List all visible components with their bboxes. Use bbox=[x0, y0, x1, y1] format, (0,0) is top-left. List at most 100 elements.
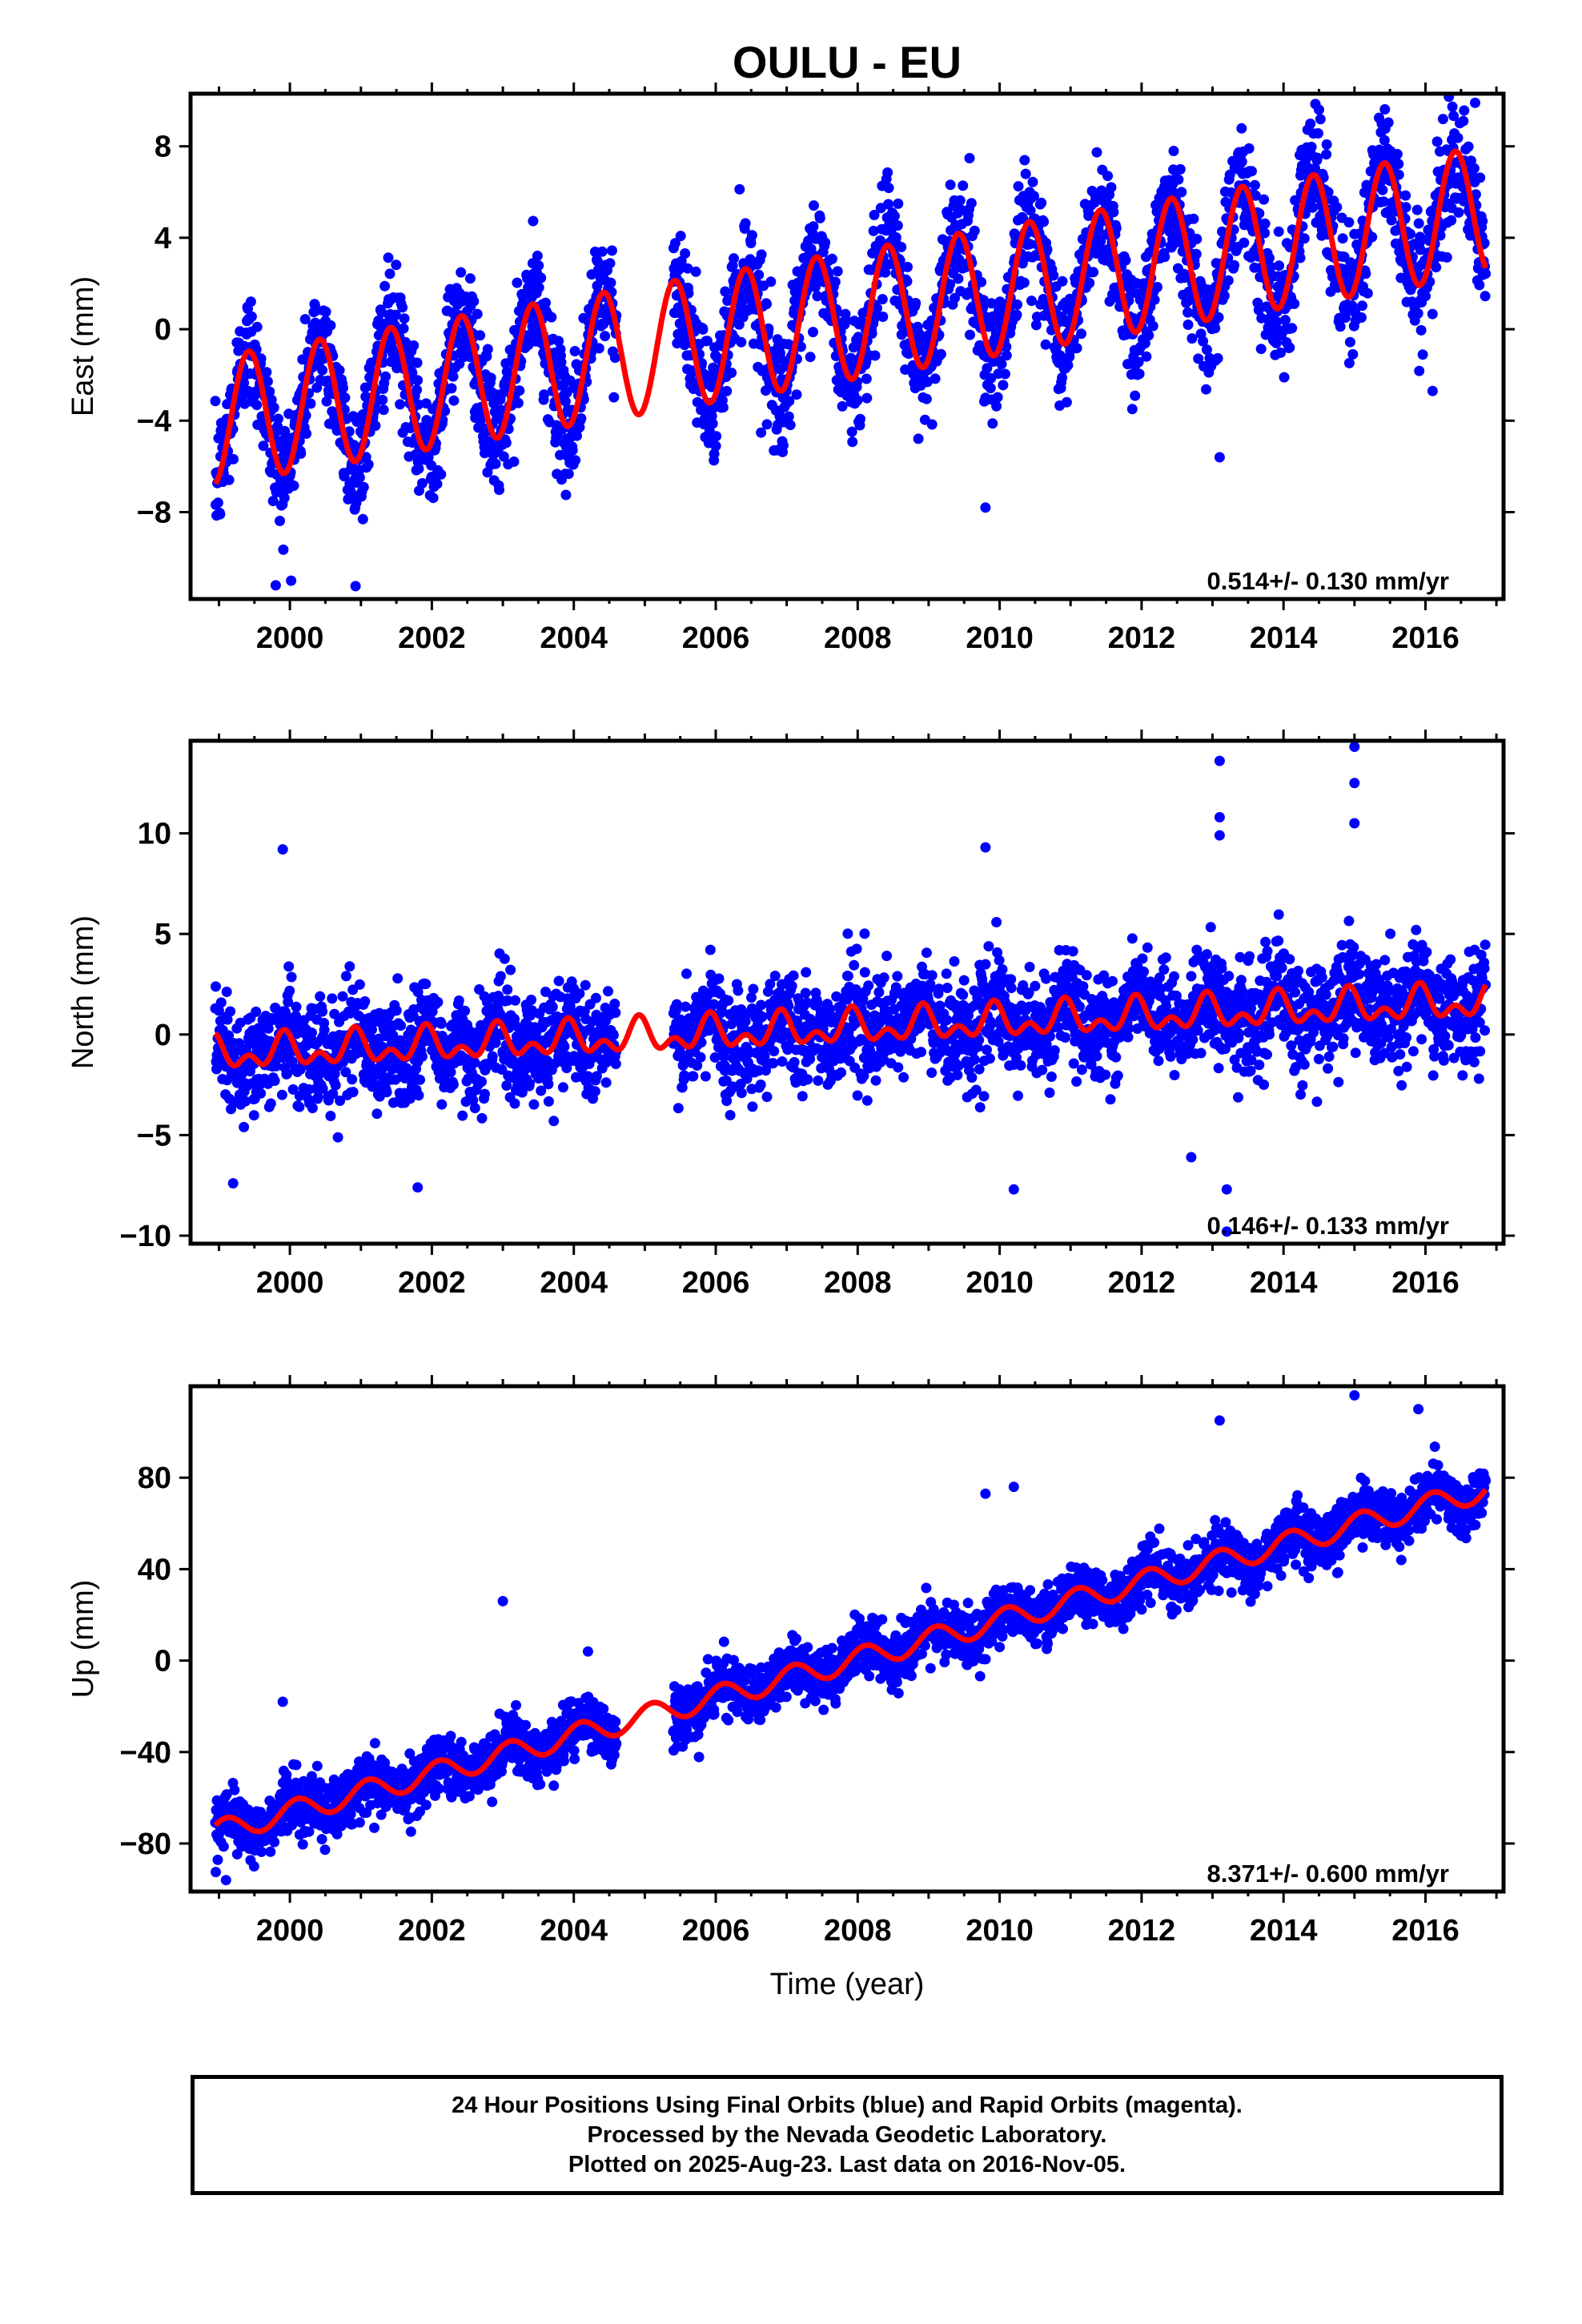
data-point bbox=[476, 1112, 488, 1124]
data-point bbox=[1012, 299, 1022, 310]
data-point bbox=[829, 276, 841, 287]
data-point bbox=[334, 364, 345, 376]
data-point bbox=[338, 382, 348, 393]
data-point bbox=[413, 1090, 424, 1101]
data-point bbox=[736, 1088, 747, 1099]
data-point bbox=[516, 1087, 528, 1098]
data-point bbox=[1255, 344, 1267, 355]
data-point bbox=[332, 1132, 343, 1143]
data-point bbox=[788, 970, 799, 981]
data-point bbox=[261, 367, 272, 378]
data-point bbox=[966, 198, 977, 209]
data-point bbox=[1110, 223, 1122, 234]
data-point bbox=[344, 961, 355, 972]
data-point bbox=[496, 388, 507, 400]
data-point bbox=[347, 1074, 358, 1085]
data-point bbox=[721, 1096, 733, 1107]
data-point bbox=[740, 218, 751, 229]
data-point bbox=[802, 1074, 813, 1085]
data-point bbox=[930, 373, 941, 384]
data-point bbox=[1437, 114, 1448, 125]
data-point bbox=[479, 1088, 490, 1100]
data-point bbox=[1393, 169, 1404, 180]
data-point bbox=[380, 371, 391, 382]
data-point bbox=[680, 248, 691, 259]
data-point bbox=[327, 993, 338, 1004]
data-point bbox=[436, 1099, 448, 1110]
x-tick-label: 2002 bbox=[398, 621, 466, 655]
data-point bbox=[485, 372, 496, 384]
data-point bbox=[1143, 330, 1154, 341]
data-point bbox=[1311, 152, 1323, 163]
data-point bbox=[268, 402, 279, 413]
data-point bbox=[378, 404, 389, 416]
data-point bbox=[1413, 218, 1424, 229]
data-point bbox=[472, 308, 483, 320]
data-point bbox=[892, 971, 903, 982]
data-point bbox=[949, 956, 960, 967]
data-point bbox=[729, 253, 739, 264]
data-point bbox=[213, 1005, 224, 1016]
data-point bbox=[510, 995, 520, 1006]
x-tick-label: 2000 bbox=[256, 621, 324, 655]
data-point bbox=[448, 371, 459, 382]
data-point bbox=[350, 581, 361, 592]
data-point bbox=[1279, 372, 1290, 383]
data-point bbox=[953, 273, 964, 284]
data-point bbox=[339, 471, 350, 482]
data-point bbox=[1393, 159, 1404, 170]
data-point bbox=[1306, 142, 1317, 152]
data-point bbox=[600, 331, 611, 342]
data-point bbox=[512, 277, 523, 288]
data-point bbox=[755, 1080, 766, 1090]
data-point bbox=[329, 1008, 340, 1019]
data-point bbox=[532, 251, 543, 261]
data-point bbox=[287, 1084, 299, 1095]
y-tick-label: 0 bbox=[155, 313, 171, 347]
data-point bbox=[859, 967, 870, 978]
data-point bbox=[295, 448, 307, 459]
data-point bbox=[1057, 372, 1068, 383]
data-point bbox=[913, 433, 924, 444]
data-point bbox=[1343, 357, 1355, 368]
outlier-point bbox=[1427, 385, 1438, 396]
data-point bbox=[262, 376, 273, 387]
data-point bbox=[278, 544, 289, 555]
data-point bbox=[677, 1082, 688, 1093]
outlier-point bbox=[1314, 104, 1324, 115]
data-point bbox=[251, 1006, 262, 1017]
data-point bbox=[671, 999, 682, 1010]
data-point bbox=[726, 368, 737, 378]
data-point bbox=[279, 493, 290, 504]
data-point bbox=[736, 336, 747, 348]
data-point bbox=[825, 1003, 835, 1015]
data-point bbox=[307, 1103, 318, 1114]
data-point bbox=[557, 1082, 568, 1093]
data-point bbox=[916, 1047, 926, 1058]
data-point bbox=[240, 1096, 251, 1107]
data-point bbox=[547, 1001, 558, 1012]
data-point bbox=[384, 268, 396, 279]
data-point bbox=[1176, 187, 1187, 198]
data-point bbox=[701, 336, 713, 347]
data-point bbox=[921, 947, 932, 959]
data-point bbox=[608, 1030, 619, 1041]
data-point bbox=[251, 400, 263, 411]
data-point bbox=[675, 231, 686, 242]
data-point bbox=[958, 180, 969, 191]
data-point bbox=[603, 986, 613, 997]
data-point bbox=[1414, 365, 1425, 376]
data-point bbox=[312, 1092, 323, 1103]
y-tick-label: 4 bbox=[155, 222, 171, 255]
data-point bbox=[428, 493, 439, 504]
data-point bbox=[805, 1054, 816, 1064]
data-point bbox=[859, 928, 870, 939]
data-point bbox=[805, 352, 816, 363]
data-point bbox=[1417, 349, 1428, 360]
data-point bbox=[757, 1011, 768, 1022]
data-point bbox=[1411, 204, 1423, 215]
data-point bbox=[556, 356, 567, 368]
data-point bbox=[460, 1005, 471, 1016]
data-point bbox=[500, 358, 512, 369]
data-point bbox=[1312, 128, 1323, 139]
